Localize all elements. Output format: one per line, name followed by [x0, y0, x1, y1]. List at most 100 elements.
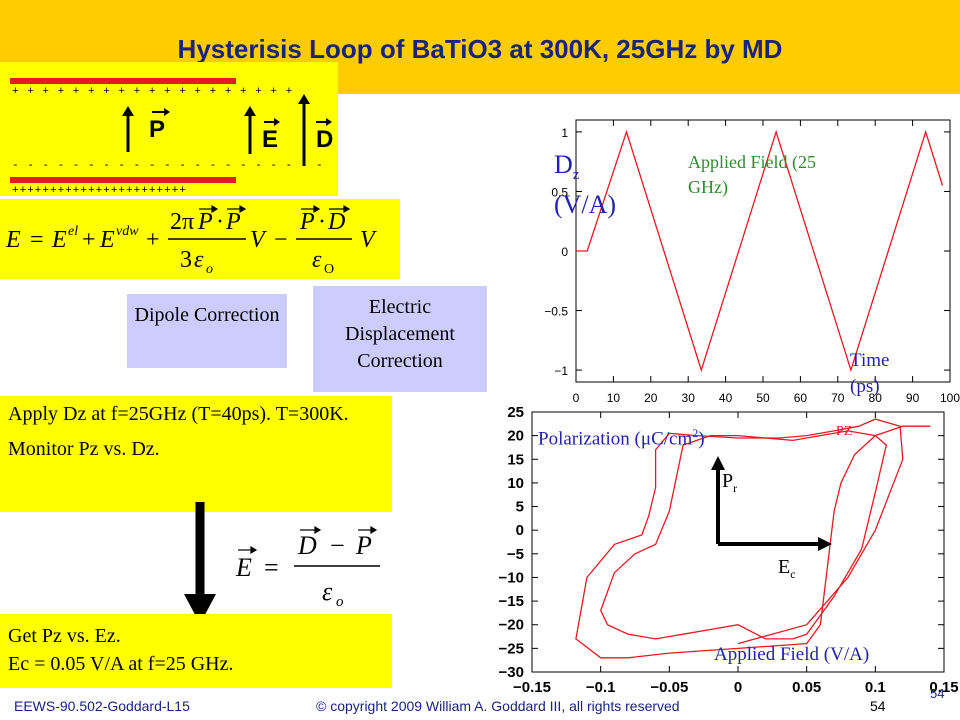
svg-text:ε: ε	[312, 247, 322, 273]
x-tick-label: −0.15	[513, 679, 551, 696]
time-label: Time	[850, 350, 890, 371]
plus-charges-bottom: +++++++++++++++++++++++	[12, 185, 187, 197]
dipole-correction-box: Dipole Correction	[127, 294, 287, 368]
pr-label: Pr	[722, 470, 738, 495]
svg-text:D: D	[327, 209, 345, 235]
x-tick-label: 0.15	[929, 679, 958, 696]
legend-line-1: Applied Field (25	[688, 152, 816, 172]
minus-charges-row: - - - - - - - - - - - - - - - - - - - - …	[12, 160, 324, 172]
svg-text:P: P	[355, 531, 372, 560]
svg-text:P: P	[299, 209, 315, 235]
polarization-arrow	[122, 106, 170, 152]
svg-text:−: −	[274, 227, 288, 253]
bottom-plate	[10, 177, 236, 183]
polarization-loop-inner	[599, 430, 888, 640]
x-tick-label: 20	[644, 391, 658, 405]
x-tick-label: 10	[607, 391, 621, 405]
applied-field-legend: Applied Field (25 GHz)	[688, 150, 816, 200]
y-tick-label: 0.5	[551, 185, 568, 199]
y-tick-label: −1	[554, 364, 568, 378]
svg-text:ε: ε	[194, 247, 204, 273]
y-tick-label: 5	[516, 499, 524, 516]
ps-label: (ps)	[850, 375, 880, 397]
legend-line-2: GHz)	[688, 177, 728, 198]
applied-field-series	[576, 129, 944, 373]
polarization-label: P	[149, 116, 166, 143]
svg-text:O: O	[324, 262, 334, 277]
x-tick-label: 0	[734, 679, 742, 696]
e-field-label: E	[262, 126, 279, 153]
y-tick-label: 25	[507, 404, 524, 421]
svg-text:−: −	[330, 531, 345, 560]
displacement-correction-box: Electric Displacement Correction	[313, 286, 487, 392]
y-tick-label: 10	[507, 475, 524, 492]
applied-field-axis-label: Applied Field (V/A)	[714, 644, 870, 665]
down-arrow	[184, 502, 216, 624]
dz-units-label: (V/A)	[554, 190, 617, 219]
slide-title: Hysterisis Loop of BaTiO3 at 300K, 25GHz…	[177, 34, 783, 64]
x-tick-label: 0.1	[865, 679, 886, 696]
polarization-axis-label: Polarization (μC/cm2)	[538, 426, 705, 450]
energy-equation: E = E el + E vdw + 2π P · P 3 ε o V − P …	[5, 204, 377, 277]
get-text: Get Pz vs. Ez.	[8, 625, 121, 647]
y-tick-label: −20	[499, 617, 524, 634]
svg-text:+: +	[146, 227, 160, 253]
x-tick-label: 60	[794, 391, 808, 405]
svg-text:P: P	[225, 209, 241, 235]
ec-label: Ec	[778, 556, 796, 581]
x-tick-label: 50	[756, 391, 770, 405]
svg-text:o: o	[336, 594, 344, 610]
svg-text:=: =	[264, 553, 279, 582]
y-tick-label: −10	[499, 569, 524, 586]
x-tick-label: 90	[906, 391, 920, 405]
plus-charges: + + + + + + + + + + + + + + + + + + +	[12, 86, 294, 98]
y-tick-label: 15	[507, 451, 524, 468]
apply-box: Apply Dz at f=25GHz (T=40ps). T=300K. Mo…	[0, 396, 392, 512]
energy-equation-box: E = E el + E vdw + 2π P · P 3 ε o V − P …	[0, 199, 400, 279]
svg-text:V: V	[250, 227, 267, 253]
footer-course: EEWS-90.502-Goddard-L15	[14, 698, 190, 714]
svg-text:·: ·	[318, 209, 326, 235]
y-tick-label: −5	[507, 546, 524, 563]
x-tick-label: 80	[869, 391, 883, 405]
page-number: 54	[870, 698, 886, 714]
top-plate	[10, 78, 236, 84]
svg-text:3: 3	[180, 247, 192, 273]
svg-text:E: E	[51, 227, 67, 253]
time-axis-label: Time (ps)	[850, 348, 889, 399]
dz-axis-label: Dz	[554, 150, 580, 184]
y-tick-label: −25	[499, 640, 524, 657]
svg-text:E: E	[5, 227, 21, 253]
d-field-label: D	[316, 126, 334, 153]
ec-text: Ec = 0.05 V/A at f=25 GHz.	[8, 653, 234, 675]
svg-text:V: V	[360, 227, 377, 253]
svg-text:·: ·	[216, 209, 224, 235]
footer-copyright: © copyright 2009 William A. Goddard III,…	[316, 698, 680, 714]
svg-text:ε: ε	[322, 577, 333, 606]
svg-text:2π: 2π	[170, 209, 194, 235]
pr-ec-arrows	[711, 456, 832, 551]
x-tick-label: −0.1	[586, 679, 616, 696]
svg-text:o: o	[206, 262, 213, 277]
x-tick-label: 0.05	[792, 679, 821, 696]
x-tick-label: 0	[573, 391, 580, 405]
x-tick-label: −0.05	[650, 679, 688, 696]
x-tick-label: 70	[831, 391, 845, 405]
hysteresis-chart: 25 20 15 10 5 0 −5 −10 −15 −20 −25 −30 −0.15 −0.1 −0.…	[499, 404, 959, 696]
svg-text:D: D	[297, 531, 317, 560]
svg-text:+: +	[82, 227, 96, 253]
svg-text:el: el	[68, 224, 78, 239]
field-arrows	[244, 94, 332, 166]
x-tick-label: 100	[940, 391, 960, 405]
svg-text:=: =	[30, 227, 44, 253]
applied-field-chart: 1 0.5 0 −0.5 −1 0 10 20 30 40 50 60 70 80 90 100	[544, 119, 960, 405]
svg-text:P: P	[197, 209, 213, 235]
page-number-corner: 54	[930, 686, 945, 701]
monitor-text: Monitor Pz vs. Dz.	[8, 438, 160, 460]
y-tick-label: −30	[499, 664, 524, 681]
y-tick-label: −15	[499, 593, 524, 610]
field-equation: E = D − P ε o	[235, 525, 380, 610]
svg-text:E: E	[99, 227, 115, 253]
x-tick-label: 40	[719, 391, 733, 405]
y-tick-label: 0	[561, 245, 568, 259]
